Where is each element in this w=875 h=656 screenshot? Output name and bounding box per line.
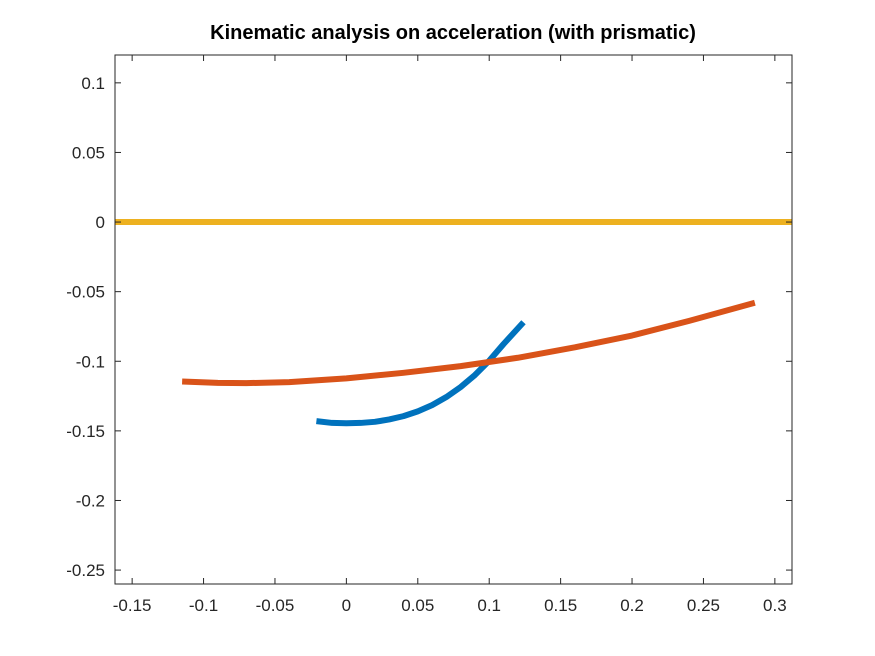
y-tick-label: 0.05 [72,143,105,162]
x-tick-label: -0.15 [113,596,152,615]
x-tick-label: 0.05 [401,596,434,615]
x-tick-label: 0.15 [544,596,577,615]
y-tick-label: -0.2 [76,491,105,510]
y-tick-label: 0 [96,213,105,232]
y-tick-label: 0.1 [81,74,105,93]
y-tick-label: -0.25 [66,561,105,580]
y-tick-label: -0.05 [66,283,105,302]
x-tick-label: 0.3 [763,596,787,615]
chart-title: Kinematic analysis on acceleration (with… [210,22,696,44]
x-tick-label: -0.1 [189,596,218,615]
plot-frame [114,54,793,585]
x-tick-label: 0.1 [477,596,501,615]
y-axis: 0.1 0.05 0 -0.05 -0.1 -0.15 -0.2 -0.25 [66,74,792,580]
series-layer [115,219,792,427]
plot-area [114,54,793,585]
x-tick-label: -0.05 [256,596,295,615]
x-tick-label: 0.2 [620,596,644,615]
x-tick-label: 0 [342,596,351,615]
x-axis: -0.15 -0.1 -0.05 0 0.05 0.1 0.15 0.2 0.25 0.3 [113,55,787,615]
x-tick-label: 0.25 [687,596,720,615]
y-tick-label: -0.1 [76,352,105,371]
series-line-2 [182,299,756,387]
y-tick-label: -0.15 [66,422,105,441]
